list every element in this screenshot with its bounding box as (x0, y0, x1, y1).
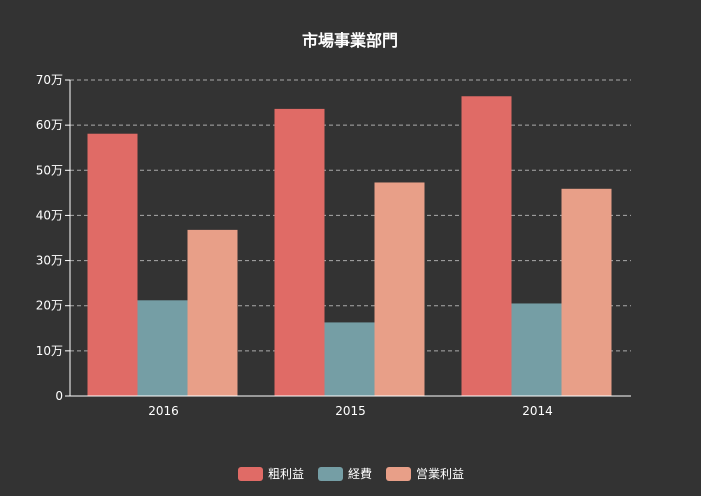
y-axis-ticks: 0 10万 20万 30万 40万 50万 60万 70万 (36, 73, 71, 403)
x-tick-label: 2015 (335, 404, 366, 418)
bar-粗利益-2015 (274, 108, 325, 397)
legend-swatch (318, 467, 343, 481)
bar-営業利益-2015 (374, 182, 425, 396)
bar-粗利益-2014 (461, 96, 512, 396)
x-tick-label: 2014 (522, 404, 553, 418)
bar-営業利益-2016 (187, 229, 238, 396)
y-tick-label: 70万 (36, 73, 63, 87)
y-tick-label: 60万 (36, 118, 63, 132)
bar-粗利益-2016 (87, 133, 138, 396)
bar-営業利益-2014 (561, 188, 612, 396)
legend-item-粗利益[interactable]: 粗利益 (238, 467, 304, 481)
legend-label: 経費 (348, 466, 372, 481)
y-tick-label: 30万 (36, 254, 63, 268)
x-tick-label: 2016 (148, 404, 179, 418)
y-tick-label: 10万 (36, 344, 63, 358)
chart-title: 市場事業部門 (302, 31, 398, 50)
bar-経費-2014 (511, 303, 562, 396)
bar-経費-2015 (324, 322, 375, 396)
legend-item-営業利益[interactable]: 営業利益 (386, 467, 464, 481)
legend-item-経費[interactable]: 経費 (318, 466, 372, 481)
legend-label: 粗利益 (268, 467, 304, 481)
legend-swatch (238, 467, 263, 481)
y-tick-label: 20万 (36, 299, 63, 313)
bars (87, 96, 612, 397)
y-tick-label: 40万 (36, 208, 63, 222)
y-tick-label: 0 (55, 389, 63, 403)
legend: 粗利益 経費 営業利益 (238, 466, 464, 481)
legend-swatch (386, 467, 411, 481)
legend-label: 営業利益 (416, 467, 464, 481)
bar-経費-2016 (137, 300, 188, 396)
y-tick-label: 50万 (36, 163, 63, 177)
x-axis-ticks: 2016 2015 2014 (148, 404, 553, 418)
